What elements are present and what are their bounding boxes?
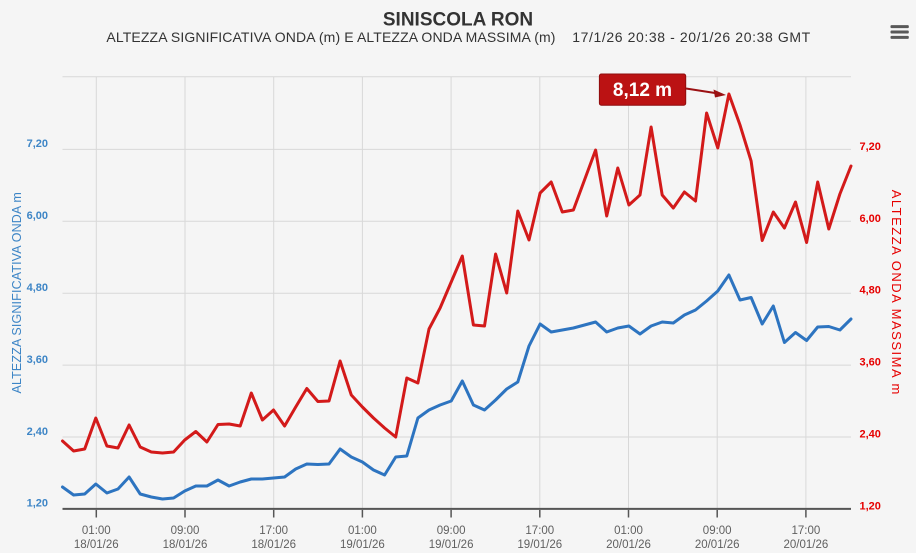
svg-text:20/01/26: 20/01/26 [784, 539, 829, 551]
svg-text:17:00: 17:00 [792, 525, 821, 537]
svg-text:01:00: 01:00 [614, 525, 643, 537]
svg-text:8,12 m: 8,12 m [613, 80, 672, 101]
svg-text:09:00: 09:00 [171, 525, 200, 537]
svg-text:2,40: 2,40 [860, 429, 881, 441]
svg-text:2,40: 2,40 [27, 426, 48, 438]
svg-text:09:00: 09:00 [703, 525, 732, 537]
svg-text:1,20: 1,20 [860, 500, 881, 512]
svg-text:ALTEZZA SIGNIFICATIVA ONDA m: ALTEZZA SIGNIFICATIVA ONDA m [10, 192, 24, 393]
svg-text:7,20: 7,20 [860, 141, 881, 153]
svg-text:4,80: 4,80 [860, 285, 881, 297]
svg-text:19/01/26: 19/01/26 [340, 539, 385, 551]
svg-text:6,00: 6,00 [27, 210, 48, 222]
svg-text:17:00: 17:00 [525, 525, 554, 537]
svg-text:19/01/26: 19/01/26 [517, 539, 562, 551]
svg-text:3,60: 3,60 [27, 354, 48, 366]
svg-text:ALTEZZA SIGNIFICATIVA ONDA (m): ALTEZZA SIGNIFICATIVA ONDA (m) E ALTEZZA… [106, 29, 555, 45]
svg-text:17/1/26 20:38 - 20/1/26 20:38: 17/1/26 20:38 - 20/1/26 20:38 GMT [572, 29, 811, 45]
svg-text:4,80: 4,80 [27, 282, 48, 294]
svg-text:ALTEZZA ONDA MASSIMA m: ALTEZZA ONDA MASSIMA m [889, 190, 904, 396]
svg-text:20/01/26: 20/01/26 [695, 539, 740, 551]
svg-text:20/01/26: 20/01/26 [606, 539, 651, 551]
svg-text:01:00: 01:00 [82, 525, 111, 537]
svg-text:18/01/26: 18/01/26 [251, 539, 296, 551]
svg-text:19/01/26: 19/01/26 [429, 539, 474, 551]
svg-text:SINISCOLA RON: SINISCOLA RON [383, 10, 533, 31]
svg-text:1,20: 1,20 [27, 498, 48, 510]
svg-text:18/01/26: 18/01/26 [163, 539, 208, 551]
svg-text:18/01/26: 18/01/26 [74, 539, 119, 551]
svg-text:6,00: 6,00 [860, 213, 881, 225]
svg-text:09:00: 09:00 [437, 525, 466, 537]
svg-text:01:00: 01:00 [348, 525, 377, 537]
svg-text:7,20: 7,20 [27, 138, 48, 150]
svg-text:3,60: 3,60 [860, 357, 881, 369]
svg-text:17:00: 17:00 [259, 525, 288, 537]
